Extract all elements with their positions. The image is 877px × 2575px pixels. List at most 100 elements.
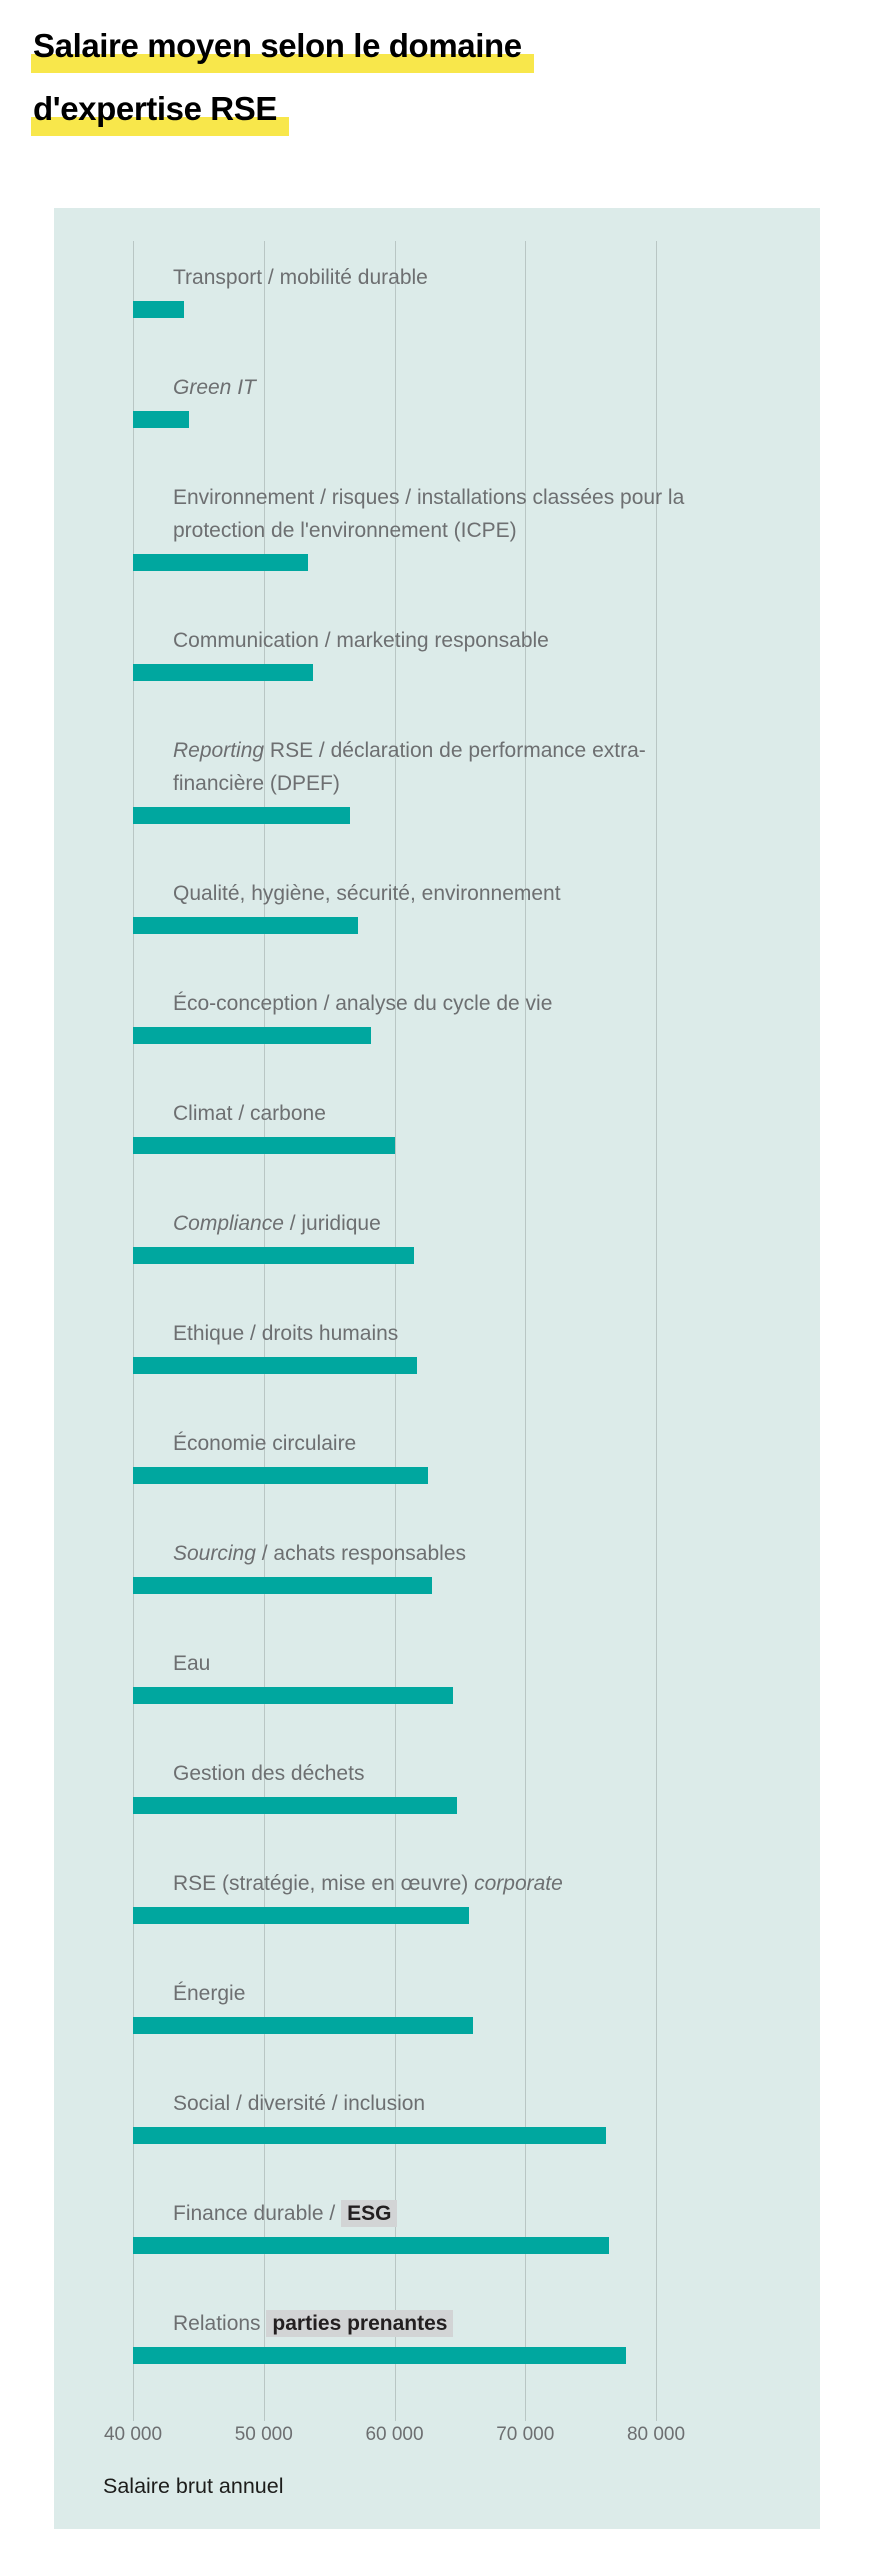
bar-label-segment: RSE / déclaration de performance extra-f… <box>173 739 646 795</box>
bar-label-segment: corporate <box>474 1872 563 1895</box>
chart-row: Qualité, hygiène, sécurité, environnemen… <box>133 877 820 934</box>
x-axis-tick-label: 60 000 <box>365 2424 424 2445</box>
bar-label-segment: Qualité, hygiène, sécurité, environnemen… <box>173 882 561 905</box>
title-text-2: d'expertise RSE <box>31 90 289 136</box>
bar <box>133 1687 454 1704</box>
title-line-2: d'expertise RSE <box>31 89 877 136</box>
bar-label: Qualité, hygiène, sécurité, environnemen… <box>173 877 713 910</box>
bar-label: Sourcing / achats responsables <box>173 1537 713 1570</box>
x-axis-tick-label: 80 000 <box>626 2424 686 2445</box>
bar <box>133 1247 415 1264</box>
chart-row: Eau <box>133 1647 820 1704</box>
bar-label: Reporting RSE / déclaration de performan… <box>173 734 713 800</box>
bar <box>133 411 190 428</box>
bar <box>133 1577 433 1594</box>
bar-label-segment: Climat / carbone <box>173 1102 326 1125</box>
bar-label-segment: Reporting <box>173 739 265 762</box>
bar-label: Eau <box>173 1647 713 1680</box>
bar <box>133 554 309 571</box>
x-axis-tick-label: 40 000 <box>103 2424 163 2445</box>
bar <box>133 917 358 934</box>
bar-label-segment: Green IT <box>173 376 256 399</box>
chart-row: Green IT <box>133 371 820 428</box>
bar <box>133 664 314 681</box>
bar <box>133 301 184 318</box>
chart-row: Éco-conception / analyse du cycle de vie <box>133 987 820 1044</box>
bar-label-segment: Gestion des déchets <box>173 1762 365 1785</box>
bar-label-segment: Finance durable / <box>173 2202 342 2225</box>
bar-label: Environnement / risques / installations … <box>173 481 713 547</box>
gridline <box>263 241 265 2421</box>
bar-label: RSE (stratégie, mise en œuvre) corporate <box>173 1867 713 1900</box>
chart-row: Communication / marketing responsable <box>133 624 820 681</box>
bar <box>133 2237 609 2254</box>
bar-label-segment: Eau <box>173 1652 211 1675</box>
chart-row: Ethique / droits humains <box>133 1317 820 1374</box>
bar-label-segment: / achats responsables <box>255 1542 467 1565</box>
bar-label-segment: Communication / marketing responsable <box>173 629 549 652</box>
chart-row: Social / diversité / inclusion <box>133 2087 820 2144</box>
chart-row: Sourcing / achats responsables <box>133 1537 820 1594</box>
chart-row: RSE (stratégie, mise en œuvre) corporate <box>133 1867 820 1924</box>
bar-label: Finance durable / ESG <box>173 2197 713 2230</box>
chart-rows: Transport / mobilité durable Green IT En… <box>133 261 820 2417</box>
bar-label-segment: Éco-conception / analyse du cycle de vie <box>173 992 553 1015</box>
bar-label-segment: Social / diversité / inclusion <box>173 2092 426 2115</box>
bar-label: Gestion des déchets <box>173 1757 713 1790</box>
gridline <box>525 241 527 2421</box>
bar-label-segment: RSE (stratégie, mise en œuvre) <box>173 1872 475 1895</box>
chart-row: Économie circulaire <box>133 1427 820 1484</box>
bar <box>133 2127 607 2144</box>
bar-label-segment: Économie circulaire <box>173 1432 357 1455</box>
bar-label: Transport / mobilité durable <box>173 261 713 294</box>
bar-label: Green IT <box>173 371 713 404</box>
bar-label: Compliance / juridique <box>173 1207 713 1240</box>
title-text-1: Salaire moyen selon le domaine <box>31 27 534 73</box>
bar-label: Communication / marketing responsable <box>173 624 713 657</box>
chart-row: Environnement / risques / installations … <box>133 481 820 571</box>
bar-label: Relations parties prenantes <box>173 2307 713 2340</box>
bar <box>133 1467 429 1484</box>
chart-row: Transport / mobilité durable <box>133 261 820 318</box>
bar-label-segment: Compliance <box>173 1212 284 1235</box>
gridline <box>394 241 396 2421</box>
bar-label: Ethique / droits humains <box>173 1317 713 1350</box>
bar <box>133 1357 417 1374</box>
bar-label: Éco-conception / analyse du cycle de vie <box>173 987 713 1020</box>
chart-row: Compliance / juridique <box>133 1207 820 1264</box>
bar-label-segment: Sourcing <box>173 1542 256 1565</box>
bar <box>133 2017 473 2034</box>
chart-row: Énergie <box>133 1977 820 2034</box>
bar-label-segment: ESG <box>341 2200 398 2227</box>
bar <box>133 2347 626 2364</box>
bar-label-segment: Relations <box>173 2312 267 2335</box>
gridline <box>133 241 134 2421</box>
bar-label: Social / diversité / inclusion <box>173 2087 713 2120</box>
x-axis-tick-label: 70 000 <box>496 2424 555 2445</box>
chart-row: Relations parties prenantes <box>133 2307 820 2364</box>
chart-row: Gestion des déchets <box>133 1757 820 1814</box>
bar-label-segment: Transport / mobilité durable <box>173 266 428 289</box>
bar-label-segment: Environnement / risques / installations … <box>173 486 685 542</box>
page-title: Salaire moyen selon le domaine d'experti… <box>0 0 877 136</box>
bar-label-segment: Énergie <box>173 1982 246 2005</box>
bar-label-segment: Ethique / droits humains <box>173 1322 399 1345</box>
bar-label-segment: / juridique <box>283 1212 381 1235</box>
bar <box>133 1027 371 1044</box>
bar-label-segment: parties prenantes <box>266 2310 454 2337</box>
bar-label: Climat / carbone <box>173 1097 713 1130</box>
bar-label: Économie circulaire <box>173 1427 713 1460</box>
x-axis-tick-label: 50 000 <box>234 2424 293 2445</box>
bar <box>133 1797 458 1814</box>
x-axis-title: Salaire brut annuel <box>103 2474 284 2498</box>
chart-row: Finance durable / ESG <box>133 2197 820 2254</box>
gridline <box>656 241 657 2421</box>
bar-label: Énergie <box>173 1977 713 2010</box>
chart-row: Reporting RSE / déclaration de performan… <box>133 734 820 824</box>
bar <box>133 1137 395 1154</box>
bar <box>133 1907 470 1924</box>
bar <box>133 807 351 824</box>
chart-row: Climat / carbone <box>133 1097 820 1154</box>
title-line-1: Salaire moyen selon le domaine <box>31 26 877 73</box>
